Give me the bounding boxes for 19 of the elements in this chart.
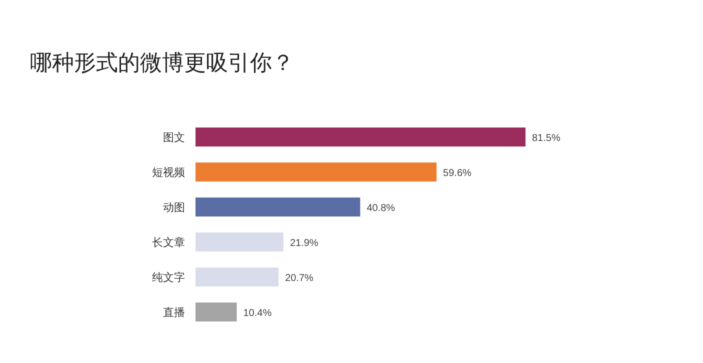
bar	[194, 266, 280, 288]
data-label: 40.8%	[366, 203, 396, 214]
data-label: 20.7%	[285, 273, 314, 284]
bar	[194, 126, 526, 148]
data-label: 59.6%	[443, 168, 472, 179]
data-label: 81.5%	[532, 133, 560, 144]
y-tick-label: 动图	[163, 202, 185, 214]
y-tick-label: 纯文字	[152, 271, 185, 284]
bar	[194, 232, 284, 252]
data-label: 10.4%	[243, 308, 272, 319]
y-tick-label: 直播	[163, 306, 185, 319]
data-label: 21.9%	[290, 238, 318, 249]
chart-title: 哪种形式的微博更吸引你？	[30, 50, 294, 75]
y-tick-label: 短视频	[152, 166, 185, 179]
bar	[194, 302, 238, 322]
y-tick-label: 图文	[163, 131, 185, 144]
bar	[194, 162, 438, 182]
bar	[194, 196, 362, 218]
y-tick-label: 长文章	[152, 236, 185, 249]
